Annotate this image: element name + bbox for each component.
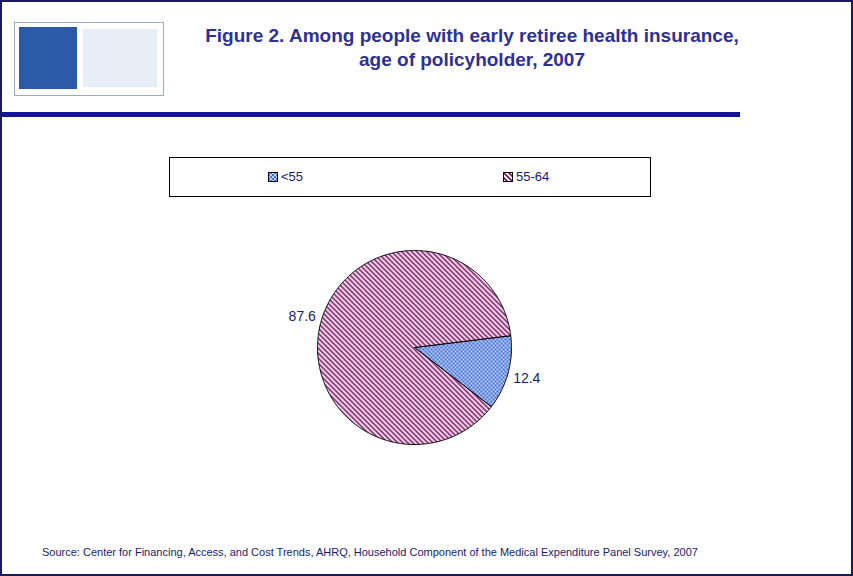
html-text:55-64: 55-64 <box>516 169 550 184</box>
svg-text:12.4: 12.4 <box>513 370 540 386</box>
html-text:Source: Center for Financing,: Source: Center for Financing, Access, an… <box>42 546 698 558</box>
html-text:Figure 2. Among people with ea: Figure 2. Among people with early retire… <box>205 25 739 70</box>
svg-text:87.6: 87.6 <box>289 308 316 324</box>
html-text:<55: <55 <box>281 169 304 184</box>
